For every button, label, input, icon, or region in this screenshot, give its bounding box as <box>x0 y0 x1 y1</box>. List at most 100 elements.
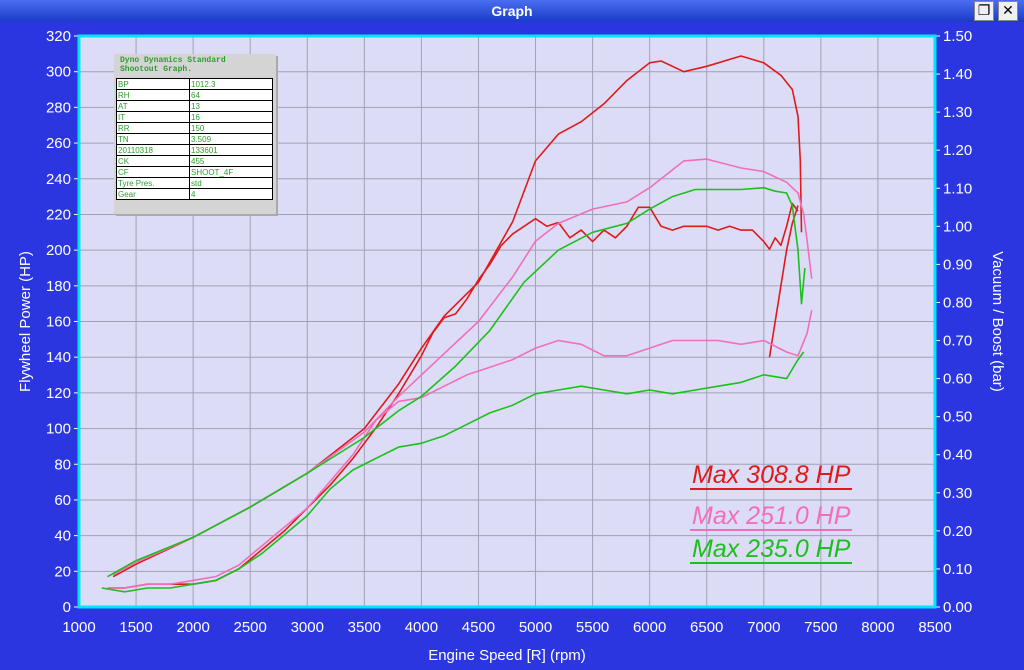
x-tick-label: 3000 <box>291 619 324 636</box>
y2-tick-label: 1.50 <box>943 28 972 45</box>
info-row: RH 64 <box>116 89 273 101</box>
series-line <box>112 55 803 578</box>
series-line <box>107 186 806 578</box>
close-window-button[interactable]: ✕ <box>998 1 1018 21</box>
run-info-table: BP 1012.3 RH 64 AT 13 IT 16 RR 150 TN 3.509 20110318… <box>116 78 273 200</box>
info-value: 133601 <box>189 144 273 156</box>
y2-tick-label: 0.50 <box>943 409 972 426</box>
run-info-box: Dyno Dynamics Standard Shootout Graph. B… <box>114 54 276 214</box>
restore-window-button[interactable]: ❐ <box>974 1 994 21</box>
close-icon: ✕ <box>1002 3 1014 19</box>
y-tick-label: 300 <box>46 64 71 81</box>
max-power-label: Max 251.0 HP <box>690 502 853 531</box>
x-tick-label: 2000 <box>176 619 209 636</box>
info-key: IT <box>116 111 190 123</box>
y-tick-label: 100 <box>46 421 71 438</box>
x-tick-label: 8500 <box>918 619 951 636</box>
x-tick-label: 1500 <box>119 619 152 636</box>
plot-frame <box>77 34 937 609</box>
y2-tick-label: 1.20 <box>943 142 972 159</box>
info-row: AT 13 <box>116 100 273 112</box>
y2-tick-label: 0.10 <box>943 561 972 578</box>
info-key: CF <box>116 166 190 178</box>
window-title: Graph <box>0 0 1024 22</box>
info-key: RR <box>116 122 190 134</box>
series-line <box>107 202 799 589</box>
y2-tick-label: 1.40 <box>943 66 972 83</box>
info-value: 1012.3 <box>189 78 273 90</box>
info-row: 20110318 133601 <box>116 144 273 156</box>
series-line <box>107 309 813 589</box>
info-value: std <box>189 177 273 189</box>
y2-tick-label: 0.70 <box>943 333 972 350</box>
y2-tick-label: 0.60 <box>943 371 972 388</box>
x-tick-label: 6000 <box>633 619 666 636</box>
info-value: SHOOT_4F <box>189 166 273 178</box>
y-tick-label: 40 <box>54 528 71 545</box>
info-key: Tyre Pres. <box>116 177 190 189</box>
info-row: CF SHOOT_4F <box>116 166 273 178</box>
info-value: 4 <box>189 188 273 200</box>
info-key: 20110318 <box>116 144 190 156</box>
x-tick-label: 1000 <box>62 619 95 636</box>
x-axis-label: Engine Speed [R] (rpm) <box>428 647 586 664</box>
info-row: TN 3.509 <box>116 133 273 145</box>
info-key: TN <box>116 133 190 145</box>
info-value: 3.509 <box>189 133 273 145</box>
info-key: AT <box>116 100 190 112</box>
info-key: BP <box>116 78 190 90</box>
info-key: CK <box>116 155 190 167</box>
restore-icon: ❐ <box>977 3 991 19</box>
y2-tick-label: 0.80 <box>943 294 972 311</box>
y-tick-label: 0 <box>63 599 71 616</box>
info-key: Gear <box>116 188 190 200</box>
x-tick-label: 4500 <box>462 619 495 636</box>
y-tick-label: 260 <box>46 135 71 152</box>
y-tick-label: 280 <box>46 99 71 116</box>
info-row: Gear 4 <box>116 188 273 200</box>
y2-tick-label: 1.30 <box>943 104 972 121</box>
x-tick-label: 5500 <box>576 619 609 636</box>
info-value: 16 <box>189 111 273 123</box>
y2-tick-label: 0.20 <box>943 523 972 540</box>
y-tick-label: 60 <box>54 492 71 509</box>
info-value: 150 <box>189 122 273 134</box>
info-value: 64 <box>189 89 273 101</box>
y-tick-label: 220 <box>46 206 71 223</box>
x-tick-label: 2500 <box>234 619 267 636</box>
y-tick-label: 120 <box>46 385 71 402</box>
y2-tick-label: 1.00 <box>943 218 972 235</box>
info-row: RR 150 <box>116 122 273 134</box>
y-tick-label: 240 <box>46 171 71 188</box>
y-tick-label: 140 <box>46 349 71 366</box>
info-key: RH <box>116 89 190 101</box>
info-heading: Dyno Dynamics Standard Shootout Graph. <box>120 56 226 74</box>
info-row: IT 16 <box>116 111 273 123</box>
x-tick-label: 5000 <box>519 619 552 636</box>
info-row: CK 455 <box>116 155 273 167</box>
x-tick-label: 7500 <box>804 619 837 636</box>
y2-tick-label: 0.90 <box>943 256 972 273</box>
max-power-label: Max 235.0 HP <box>690 535 853 564</box>
series-line <box>101 351 805 593</box>
y2-tick-label: 0.40 <box>943 447 972 464</box>
y-tick-label: 80 <box>54 456 71 473</box>
info-value: 455 <box>189 155 273 167</box>
x-tick-label: 4000 <box>405 619 438 636</box>
y-tick-label: 180 <box>46 278 71 295</box>
x-tick-label: 3500 <box>348 619 381 636</box>
y-tick-label: 20 <box>54 563 71 580</box>
y2-tick-label: 1.10 <box>943 180 972 197</box>
y-axis-label: Flywheel Power (HP) <box>17 251 34 392</box>
x-tick-label: 8000 <box>861 619 894 636</box>
max-power-label: Max 308.8 HP <box>690 461 853 490</box>
y2-tick-label: 0.00 <box>943 599 972 616</box>
info-row: Tyre Pres. std <box>116 177 273 189</box>
x-tick-label: 6500 <box>690 619 723 636</box>
y-tick-label: 200 <box>46 242 71 259</box>
y-tick-label: 160 <box>46 314 71 331</box>
series-line <box>768 205 799 358</box>
y2-axis-label: Vacuum / Boost (bar) <box>989 251 1006 392</box>
x-tick-label: 7000 <box>747 619 780 636</box>
